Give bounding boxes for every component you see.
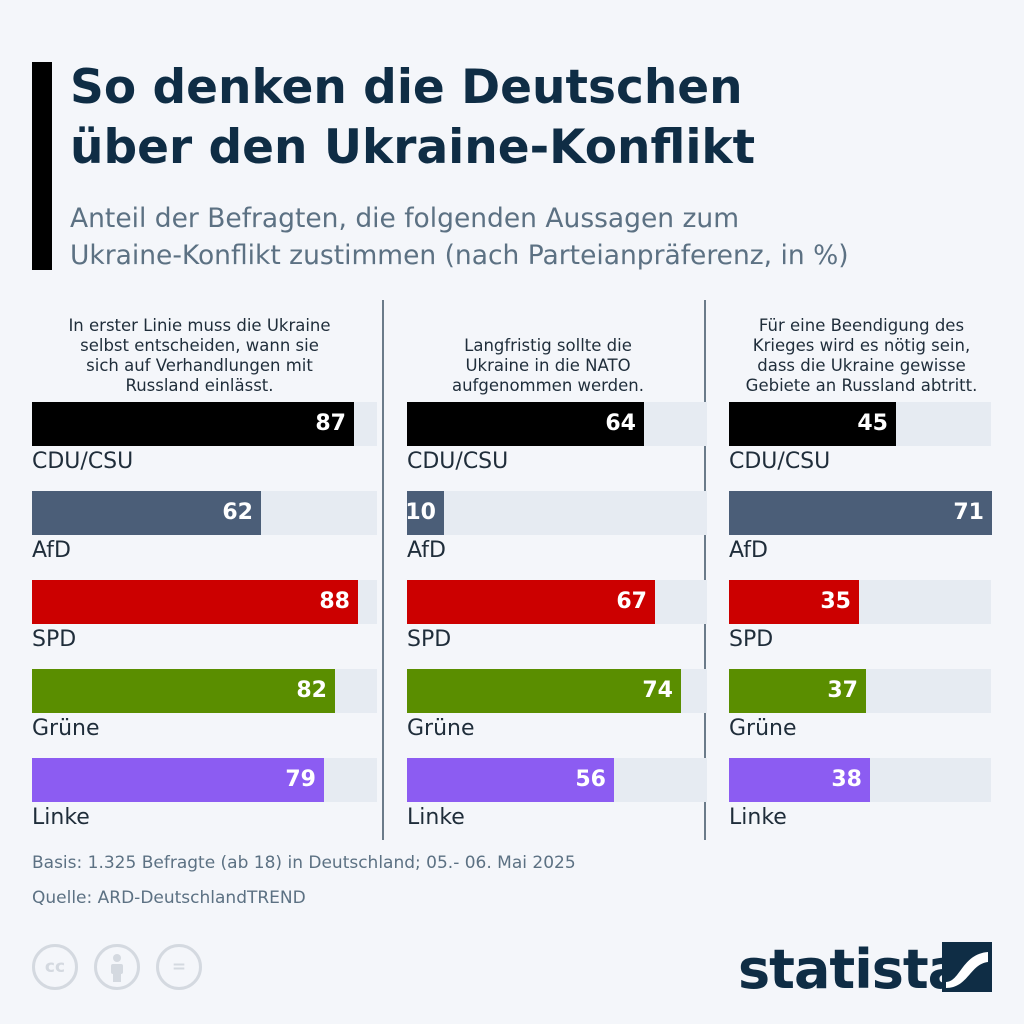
bar-cducsu: 64 bbox=[407, 402, 644, 446]
bar-value-label: 56 bbox=[575, 767, 606, 792]
party-label: SPD bbox=[729, 627, 774, 652]
panel-title-line: Für eine Beendigung des bbox=[758, 316, 965, 335]
party-label: Grüne bbox=[729, 716, 797, 741]
party-label: Linke bbox=[729, 805, 787, 830]
panel-title-line: Langfristig sollte die bbox=[464, 336, 632, 355]
bar-spd: 88 bbox=[32, 580, 358, 624]
panel-title-line: sich auf Verhandlungen mit bbox=[86, 356, 313, 375]
party-label: Linke bbox=[407, 805, 465, 830]
bar-grüne: 74 bbox=[407, 669, 681, 713]
bar-track: 74 bbox=[407, 669, 707, 713]
panel-title-line: Gebiete an Russland abtritt. bbox=[745, 376, 978, 395]
bar-value-label: 10 bbox=[405, 500, 436, 525]
bar-track: 62 bbox=[32, 491, 377, 535]
bar-cducsu: 87 bbox=[32, 402, 354, 446]
party-label: AfD bbox=[407, 538, 446, 563]
bar-value-label: 79 bbox=[285, 767, 316, 792]
page-subtitle: Anteil der Befragten, die folgenden Auss… bbox=[70, 200, 1010, 274]
bar-value-label: 45 bbox=[857, 411, 888, 436]
panel-title: Für eine Beendigung des Krieges wird es n… bbox=[729, 300, 994, 396]
bar-track: 64 bbox=[407, 402, 707, 446]
bar-value-label: 87 bbox=[315, 411, 346, 436]
panel-title: Langfristig sollte die Ukraine in die NAT… bbox=[407, 300, 689, 396]
bar-linke: 56 bbox=[407, 758, 614, 802]
attribution-icon[interactable] bbox=[94, 944, 140, 990]
bar-value-label: 38 bbox=[831, 767, 862, 792]
statista-brand[interactable]: statista bbox=[738, 938, 964, 1001]
bar-track: 87 bbox=[32, 402, 377, 446]
bar-track: 56 bbox=[407, 758, 707, 802]
bar-spd: 67 bbox=[407, 580, 655, 624]
bar-value-label: 88 bbox=[319, 589, 350, 614]
subtitle-line-2: Ukraine-Konflikt zustimmen (nach Parteia… bbox=[70, 240, 849, 271]
bar-track: 35 bbox=[729, 580, 991, 624]
bar-value-label: 67 bbox=[616, 589, 647, 614]
bar-track: 79 bbox=[32, 758, 377, 802]
page-title: So denken die Deutschen über den Ukraine… bbox=[70, 58, 1000, 178]
statista-logo-icon[interactable] bbox=[942, 942, 992, 992]
bar-linke: 38 bbox=[729, 758, 870, 802]
bar-grüne: 82 bbox=[32, 669, 335, 713]
panel-title-line: dass die Ukraine gewisse bbox=[757, 356, 966, 375]
panel-divider bbox=[382, 300, 384, 840]
bar-afd: 10 bbox=[405, 491, 444, 535]
bar-value-label: 62 bbox=[222, 500, 253, 525]
panel-title-line: selbst entscheiden, wann sie bbox=[80, 336, 319, 355]
title-line-2: über den Ukraine-Konflikt bbox=[70, 120, 756, 175]
bar-grüne: 37 bbox=[729, 669, 866, 713]
party-label: SPD bbox=[32, 627, 77, 652]
basis-note: Basis: 1.325 Befragte (ab 18) in Deutsch… bbox=[32, 853, 576, 873]
party-label: Linke bbox=[32, 805, 90, 830]
party-label: SPD bbox=[407, 627, 452, 652]
bar-track: 37 bbox=[729, 669, 991, 713]
panel-title-line: Ukraine in die NATO bbox=[465, 356, 631, 375]
bar-value-label: 37 bbox=[827, 678, 858, 703]
bar-afd: 71 bbox=[729, 491, 992, 535]
cc-icon[interactable]: cc bbox=[32, 944, 78, 990]
source-note: Quelle: ARD-DeutschlandTREND bbox=[32, 888, 306, 908]
bar-track: 38 bbox=[729, 758, 991, 802]
bar-track: 67 bbox=[407, 580, 707, 624]
title-line-1: So denken die Deutschen bbox=[70, 60, 743, 115]
bar-linke: 79 bbox=[32, 758, 324, 802]
bar-track: 88 bbox=[32, 580, 377, 624]
panel-divider bbox=[704, 300, 706, 840]
party-label: Grüne bbox=[407, 716, 475, 741]
bar-spd: 35 bbox=[729, 580, 859, 624]
attribution-icon-glyph bbox=[111, 954, 123, 982]
panel-title-line: Russland einlässt. bbox=[125, 376, 274, 395]
party-label: CDU/CSU bbox=[32, 449, 134, 474]
no-derivatives-icon[interactable]: = bbox=[156, 944, 202, 990]
bar-track: 82 bbox=[32, 669, 377, 713]
bar-value-label: 74 bbox=[642, 678, 673, 703]
bar-track: 71 bbox=[729, 491, 992, 535]
party-label: AfD bbox=[729, 538, 768, 563]
bar-cducsu: 45 bbox=[729, 402, 896, 446]
panel-title: In erster Linie muss die Ukraine selbst e… bbox=[32, 300, 367, 396]
party-label: CDU/CSU bbox=[729, 449, 831, 474]
bar-value-label: 64 bbox=[605, 411, 636, 436]
bar-value-label: 35 bbox=[820, 589, 851, 614]
bar-value-label: 82 bbox=[296, 678, 327, 703]
subtitle-line-1: Anteil der Befragten, die folgenden Auss… bbox=[70, 203, 740, 234]
panel-title-line: In erster Linie muss die Ukraine bbox=[68, 316, 331, 335]
bar-track: 10 bbox=[405, 491, 707, 535]
panel-title-line: aufgenommen werden. bbox=[451, 376, 645, 395]
bar-track: 45 bbox=[729, 402, 991, 446]
panel-title-line: Krieges wird es nötig sein, bbox=[752, 336, 971, 355]
bar-afd: 62 bbox=[32, 491, 261, 535]
title-accent-bar bbox=[32, 62, 52, 270]
party-label: CDU/CSU bbox=[407, 449, 509, 474]
party-label: AfD bbox=[32, 538, 71, 563]
bar-value-label: 71 bbox=[953, 500, 984, 525]
party-label: Grüne bbox=[32, 716, 100, 741]
